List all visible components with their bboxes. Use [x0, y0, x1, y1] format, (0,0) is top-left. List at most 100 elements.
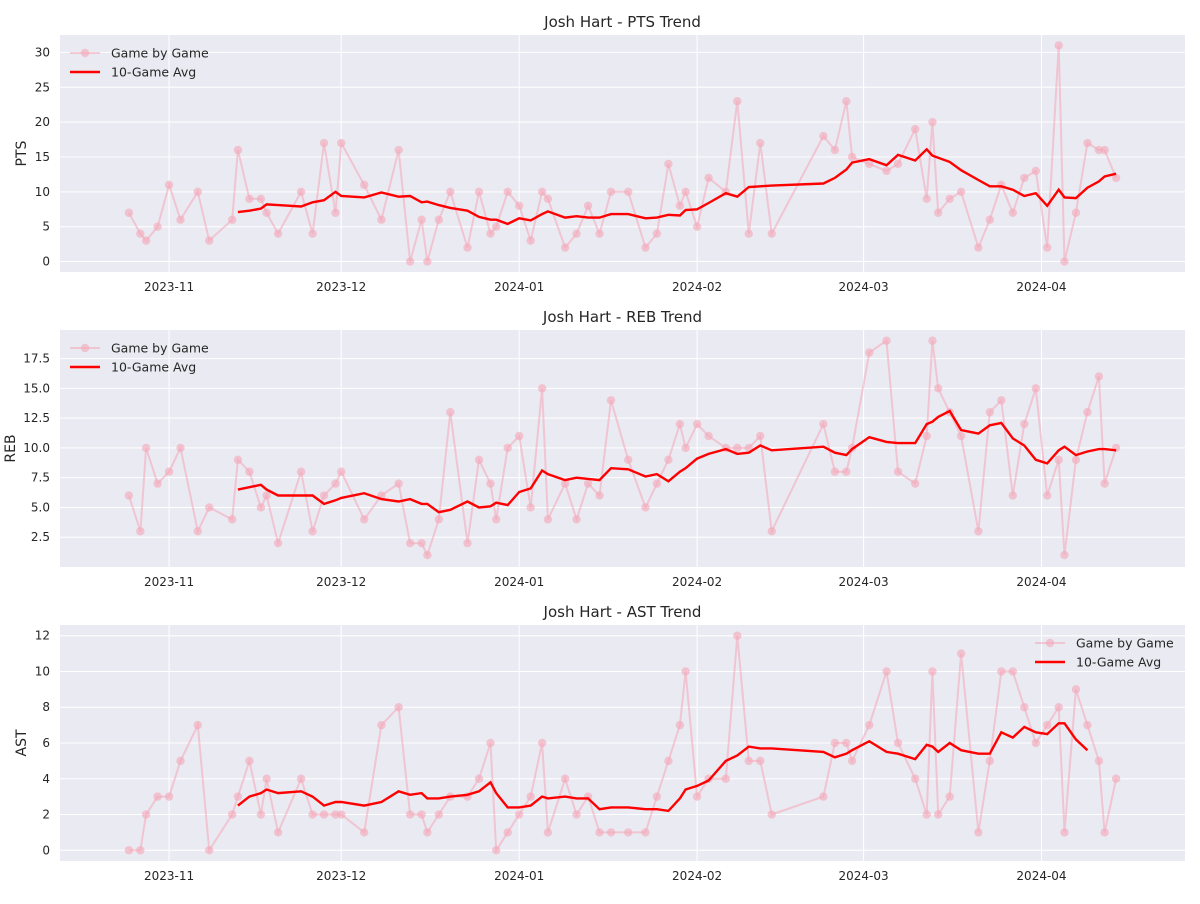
- data-point: [486, 229, 495, 238]
- data-point: [423, 550, 432, 560]
- data-point: [865, 348, 874, 357]
- data-point: [262, 491, 271, 500]
- data-point: [985, 407, 995, 417]
- legend-label-10-game-avg: 10-Game Avg: [1076, 655, 1161, 670]
- data-point: [474, 774, 484, 783]
- data-point: [526, 792, 535, 801]
- data-point: [1083, 138, 1092, 148]
- x-tick-label: 2024-04: [1016, 575, 1066, 589]
- data-point: [233, 792, 243, 801]
- data-point: [606, 187, 616, 197]
- x-tick-label: 2023-12: [316, 869, 366, 883]
- data-point: [492, 515, 501, 524]
- data-point: [704, 173, 713, 183]
- data-point: [308, 527, 317, 536]
- data-point: [360, 180, 369, 190]
- data-point: [572, 229, 581, 238]
- y-tick-label: 0: [42, 255, 50, 269]
- data-point: [865, 159, 874, 169]
- data-point: [819, 419, 828, 429]
- data-point: [865, 720, 874, 730]
- data-point: [1071, 208, 1081, 217]
- y-tick-label: 0: [42, 843, 50, 857]
- data-point: [842, 467, 851, 476]
- data-point: [405, 810, 415, 819]
- data-point: [893, 738, 903, 748]
- data-point: [767, 527, 776, 536]
- chart-title: Josh Hart - PTS Trend: [543, 13, 701, 31]
- data-point: [652, 479, 662, 488]
- data-point: [767, 229, 776, 238]
- data-point: [1020, 173, 1029, 183]
- data-point: [124, 208, 134, 217]
- data-point: [664, 159, 673, 169]
- chart-panel-3: 0 2 4 6 8 10 12 2023-11 2023-12 2024-01 2024-02 202…: [14, 603, 1185, 883]
- y-tick-label: 15.0: [23, 381, 50, 395]
- data-point: [606, 828, 616, 837]
- data-point: [474, 187, 484, 197]
- data-point: [997, 396, 1006, 405]
- data-point: [681, 187, 690, 197]
- x-tick-label: 2024-01: [494, 575, 544, 589]
- data-point: [176, 215, 185, 224]
- data-point: [1054, 703, 1063, 712]
- legend-label-game-by-game: Game by Game: [1076, 636, 1174, 651]
- chart-title: Josh Hart - REB Trend: [542, 308, 702, 326]
- series-line-10-game-avg: [237, 409, 1117, 514]
- data-point: [296, 774, 306, 783]
- x-tick-label: 2023-12: [316, 575, 366, 589]
- data-point: [227, 515, 237, 524]
- data-point: [423, 828, 432, 837]
- data-point: [664, 756, 673, 766]
- y-axis-label: AST: [14, 729, 30, 756]
- x-tick-label: 2024-03: [839, 280, 889, 294]
- data-point: [176, 443, 185, 453]
- data-point: [624, 455, 633, 465]
- data-point: [337, 810, 346, 819]
- data-point: [560, 774, 570, 783]
- x-tick-label: 2024-01: [494, 869, 544, 883]
- series-line-10-game-avg: [237, 722, 1089, 813]
- data-point: [273, 828, 283, 837]
- data-point: [830, 467, 840, 476]
- data-point: [503, 443, 512, 453]
- y-tick-label: 8: [42, 700, 50, 714]
- data-point: [331, 810, 340, 819]
- data-point: [956, 431, 966, 441]
- data-point: [756, 138, 765, 148]
- data-point: [733, 631, 742, 640]
- data-point: [543, 828, 553, 837]
- data-point: [922, 810, 931, 819]
- data-point: [997, 667, 1006, 676]
- data-point: [205, 236, 214, 245]
- data-point: [956, 187, 966, 197]
- data-point: [928, 336, 937, 345]
- data-point: [733, 97, 742, 106]
- data-point: [767, 810, 776, 819]
- data-point: [692, 419, 702, 429]
- data-point: [233, 455, 243, 465]
- x-tick-label: 2023-11: [144, 575, 194, 589]
- data-point: [675, 201, 685, 210]
- data-point: [262, 774, 271, 783]
- data-point: [273, 538, 283, 548]
- data-point: [1031, 384, 1040, 393]
- data-point: [624, 828, 633, 837]
- data-point: [985, 756, 995, 766]
- data-point: [744, 229, 753, 238]
- data-point: [514, 201, 524, 210]
- data-point: [256, 503, 266, 512]
- legend: Game by Game 10-Game Avg: [70, 341, 209, 375]
- y-tick-label: 30: [35, 45, 50, 59]
- data-point: [985, 215, 995, 224]
- data-point: [882, 667, 891, 676]
- data-point: [641, 828, 650, 837]
- data-point: [641, 243, 650, 252]
- data-point: [933, 208, 943, 217]
- data-point: [319, 138, 329, 148]
- data-point: [1043, 491, 1052, 500]
- data-point: [911, 774, 920, 783]
- data-point: [572, 515, 581, 524]
